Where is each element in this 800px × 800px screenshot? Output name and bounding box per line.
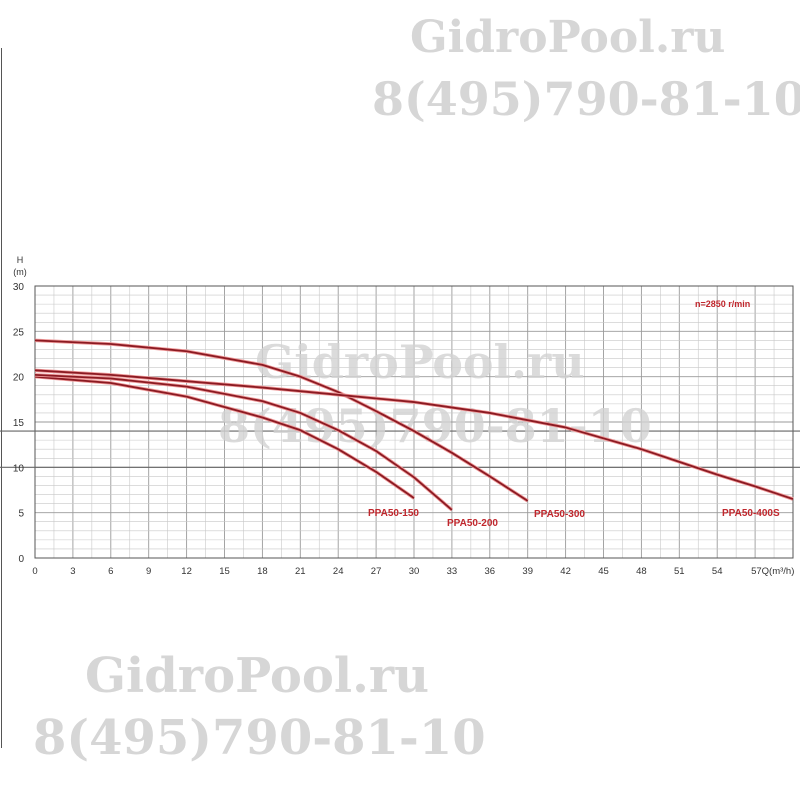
series-line-ppa50-150 — [34, 375, 415, 499]
watermark-site-top: GidroPool.ru — [410, 12, 726, 63]
y-axis-label: H — [17, 255, 24, 265]
series-line-ppa50-300 — [34, 339, 529, 502]
x-tick-label: 33 — [447, 566, 458, 577]
watermark-site-bottom: GidroPool.ru — [85, 648, 430, 704]
x-tick-label: 54 — [712, 566, 723, 577]
x-tick-label: 45 — [598, 566, 609, 577]
y-tick-label: 0 — [18, 554, 24, 565]
x-tick-label: 48 — [636, 566, 647, 577]
series-label: PPA50-200 — [447, 518, 498, 529]
x-tick-label: 27 — [371, 566, 382, 577]
x-tick-label: 36 — [485, 566, 496, 577]
series-line-ppa50-200 — [34, 373, 453, 511]
y-tick-label: 25 — [13, 327, 25, 338]
x-tick-label: 0 — [32, 566, 37, 577]
x-tick-label: 39 — [522, 566, 533, 577]
speed-annotation: n=2850 r/min — [695, 299, 750, 309]
x-tick-label: 30 — [409, 566, 420, 577]
series-label: PPA50-400S — [722, 508, 780, 519]
x-tick-label: 9 — [146, 566, 151, 577]
x-tick-label: 3 — [70, 566, 75, 577]
x-tick-label: 18 — [257, 566, 268, 577]
x-tick-label: 6 — [108, 566, 113, 577]
x-tick-label: 21 — [295, 566, 306, 577]
x-tick-label: 51 — [674, 566, 685, 577]
left-border-line — [1, 48, 2, 748]
plot-frame — [34, 285, 794, 559]
watermark-phone-bottom: 8(495)790-81-10 — [33, 710, 486, 766]
y-tick-label: 5 — [18, 509, 24, 520]
watermark-phone-top: 8(495)790-81-10 — [372, 72, 800, 126]
y-tick-label: 30 — [13, 282, 25, 293]
y-tick-label: 10 — [13, 463, 25, 474]
series-label: PPA50-150 — [368, 508, 419, 519]
watermark-site-middle: GidroPool.ru — [255, 335, 585, 389]
series-label: PPA50-300 — [534, 509, 585, 520]
x-tick-label: 42 — [560, 566, 571, 577]
series-line-ppa50-400s — [34, 369, 794, 500]
x-tick-label: 57Q(m³/h) — [751, 566, 794, 577]
x-tick-label: 15 — [219, 566, 230, 577]
y-axis-unit: (m) — [13, 267, 27, 277]
x-tick-label: 12 — [181, 566, 192, 577]
x-tick-label: 24 — [333, 566, 344, 577]
y-tick-label: 15 — [13, 418, 25, 429]
y-tick-label: 20 — [13, 373, 25, 384]
